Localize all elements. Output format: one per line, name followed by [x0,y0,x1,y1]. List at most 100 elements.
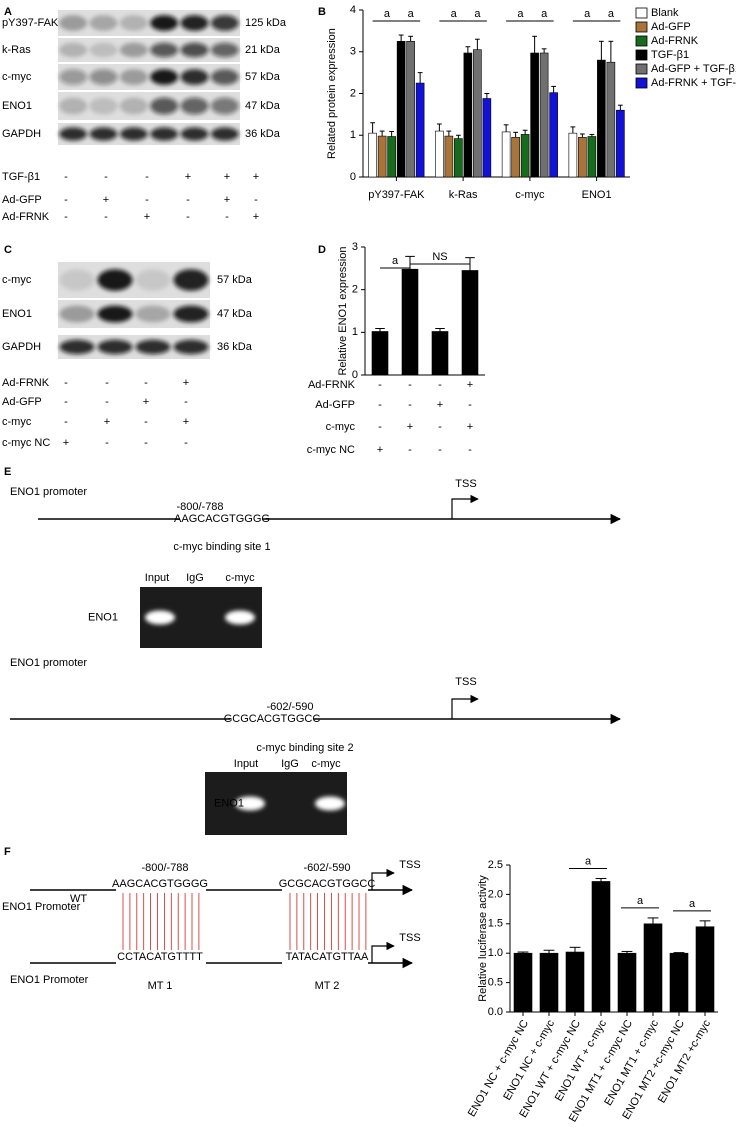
gel-lane-label: c-myc [311,758,341,770]
molecular-weight: 47 kDa [217,308,253,320]
tss-label: TSS [399,932,420,944]
bar [695,926,715,1013]
condition-sign: - [186,194,190,206]
blot-band [173,269,209,291]
condition-sign: + [467,421,473,433]
condition-sign: - [64,211,68,223]
molecular-weight: 36 kDa [217,341,253,353]
tss-label: TSS [455,478,476,490]
condition-sign: - [225,211,229,223]
y-tick-label: 2 [352,284,358,296]
blot-strip [58,38,240,62]
condition-label: Ad-GFP [2,194,42,206]
legend-swatch [635,7,648,19]
blot-band [97,339,133,355]
condition-sign: + [63,437,69,449]
blot-band [180,69,209,85]
condition-sign: + [224,171,230,183]
tss-arrow [451,494,479,519]
significance-label: a [408,8,415,20]
condition-sign: - [144,416,148,428]
tss-arrow [371,941,395,963]
condition-sign: + [437,399,443,411]
y-tick-label: 4 [350,4,356,16]
blot-row-label: c-myc [2,71,32,83]
bar [431,331,449,376]
molecular-weight: 21 kDa [245,44,281,56]
condition-sign: - [64,396,68,408]
blot-band [59,42,88,58]
bar [591,881,611,1013]
promoter-label: ENO1 Promoter [10,974,89,986]
tss-label: TSS [455,676,476,688]
condition-label: c-myc [2,416,32,428]
condition-sign: - [438,379,442,391]
blot-band [97,305,133,323]
x-tick-label: c-myc [515,189,545,201]
blot-band [119,42,148,58]
bar [530,52,539,178]
panel-letter: E [4,466,11,478]
binding-sequence: AAGCACGTGGGG [174,513,270,525]
blot-band [210,42,239,58]
legend-label: TGF-β1 [651,49,689,61]
condition-sign: + [183,377,189,389]
tss-arrow [451,694,479,719]
condition-sign: - [105,377,109,389]
site-caption: c-myc binding site 1 [173,541,270,553]
binding-sequence: TATACATGTTAA [286,951,369,963]
bar [371,331,389,376]
condition-sign: - [104,171,108,183]
condition-sign: + [104,416,110,428]
blot-strip [58,10,240,36]
significance-label: a [474,8,481,20]
condition-sign: + [183,416,189,428]
bar [482,98,492,178]
condition-label: Ad-FRNK [2,211,50,223]
y-tick-label: 1 [352,326,358,338]
blot-row-label: ENO1 [2,308,32,320]
gel-band [315,796,345,811]
y-tick-label: 2.0 [488,888,503,900]
blot-band [59,15,88,31]
blot-band [89,69,118,85]
molecular-weight: 125 kDa [245,17,287,29]
condition-label: TGF-β1 [2,171,40,183]
promoter-label: ENO1 promoter [10,486,87,498]
bar [597,59,606,178]
bar [616,109,625,178]
significance-label: a [689,898,696,910]
condition-label: Ad-FRNK [308,379,356,391]
legend-swatch [635,63,648,75]
blot-band [173,305,209,323]
blot-band [89,42,118,58]
blot-band [135,305,171,323]
gel-band [145,610,175,625]
blot-band [180,127,209,141]
blot-band [59,305,95,323]
condition-sign: - [144,437,148,449]
blot-band [119,97,148,115]
significance-label: a [451,8,458,20]
bar [406,41,415,178]
bar [387,136,396,178]
y-axis-label: Relative ENO1 expression [337,246,349,375]
condition-sign: + [377,444,383,456]
molecular-weight: 57 kDa [245,71,281,83]
bar [539,52,549,178]
blot-band [173,339,209,355]
condition-sign: - [104,211,108,223]
gel-row-label: ENO1 [214,797,244,809]
condition-sign: - [64,171,68,183]
significance-label: a [637,895,644,907]
bar [377,135,387,178]
condition-sign: + [467,379,473,391]
bar [568,132,578,178]
panel-letter: C [4,244,12,256]
y-tick-label: 0.0 [488,1006,503,1018]
y-tick-label: 2 [350,87,356,99]
blot-row-label: ENO1 [2,100,32,112]
condition-sign: - [378,379,382,391]
blot-band [89,97,118,115]
bar [549,92,558,178]
